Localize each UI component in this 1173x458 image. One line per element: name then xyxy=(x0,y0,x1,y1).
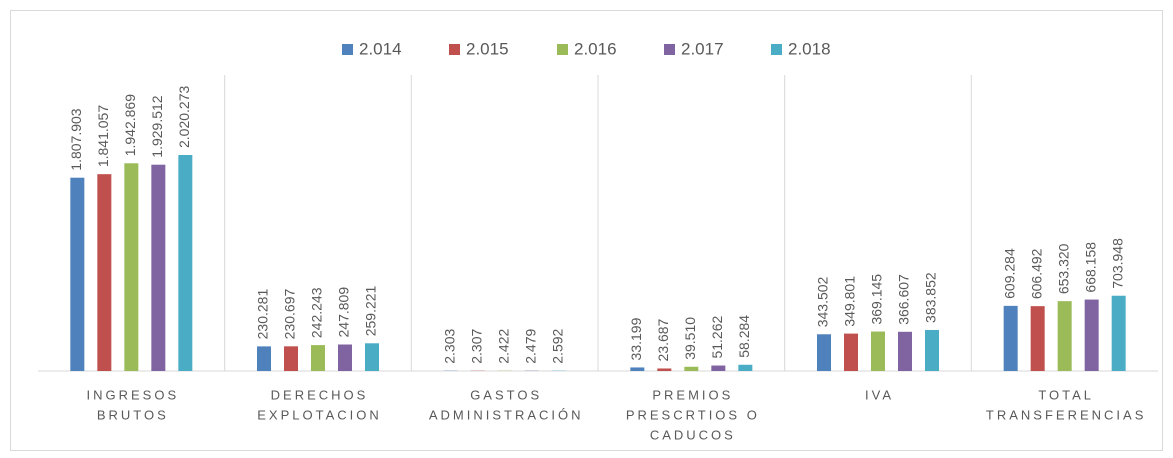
x-tick-label: PREMIOS xyxy=(652,387,733,402)
legend-label: 2.015 xyxy=(466,39,509,58)
bar xyxy=(711,365,726,371)
data-label: 606.492 xyxy=(1028,248,1044,299)
data-label: 369.145 xyxy=(869,274,885,325)
bar xyxy=(311,345,325,371)
data-label: 33.199 xyxy=(628,317,644,360)
bar xyxy=(124,163,139,371)
data-label: 2.303 xyxy=(441,329,457,364)
legend-swatch xyxy=(557,44,568,55)
legend-label: 2.014 xyxy=(359,39,402,58)
x-tick-label: DERECHOS xyxy=(271,387,369,402)
x-tick-label: ADMINISTRACIÓN xyxy=(429,407,584,422)
data-label: 2.422 xyxy=(495,328,511,363)
x-tick-label: IVA xyxy=(865,387,894,402)
bar xyxy=(657,368,672,371)
data-label: 1.841.057 xyxy=(95,105,111,167)
data-label: 653.320 xyxy=(1055,243,1071,294)
data-label: 609.284 xyxy=(1001,248,1017,299)
bar xyxy=(738,364,753,371)
data-label: 2.479 xyxy=(522,328,538,363)
bar xyxy=(630,367,645,371)
data-label: 230.281 xyxy=(255,289,271,340)
data-label: 1.942.869 xyxy=(122,94,138,156)
bar xyxy=(1030,306,1045,371)
legend-swatch xyxy=(449,44,460,55)
data-label: 242.243 xyxy=(309,287,325,338)
data-label: 23.687 xyxy=(655,318,671,361)
bar xyxy=(684,366,699,371)
bar xyxy=(178,155,193,371)
data-label: 247.809 xyxy=(336,287,352,338)
bar xyxy=(1003,305,1018,371)
bar xyxy=(1084,299,1099,371)
chart-border xyxy=(10,10,1163,451)
bar xyxy=(817,334,831,371)
data-label: 230.697 xyxy=(282,289,298,340)
legend-swatch xyxy=(664,44,675,55)
x-tick-label: BRUTOS xyxy=(97,407,169,422)
legend-swatch xyxy=(771,44,782,55)
bar xyxy=(844,333,858,371)
data-label: 1.807.903 xyxy=(68,108,84,170)
x-tick-label: EXPLOTACION xyxy=(257,407,382,422)
data-label: 39.510 xyxy=(682,317,698,360)
data-label: 366.607 xyxy=(896,274,912,325)
data-label: 259.221 xyxy=(363,285,379,336)
legend-label: 2.017 xyxy=(681,39,724,58)
bar xyxy=(257,346,271,371)
x-tick-label: INGRESOS xyxy=(87,387,180,402)
legend-swatch xyxy=(342,44,353,55)
x-tick-label: TRANSFERENCIAS xyxy=(986,407,1146,422)
bar xyxy=(97,174,112,371)
bar xyxy=(365,343,379,371)
data-label: 668.158 xyxy=(1082,242,1098,293)
data-label: 2.592 xyxy=(549,328,565,363)
legend-label: 2.016 xyxy=(574,39,617,58)
data-label: 343.502 xyxy=(815,276,831,327)
x-tick-label: PRESCRTIOS O xyxy=(626,407,760,422)
bar xyxy=(925,329,939,371)
data-label: 1.929.512 xyxy=(149,95,165,157)
x-tick-label: CADUCOS xyxy=(650,427,736,442)
bar xyxy=(1111,295,1126,371)
bar xyxy=(284,346,298,371)
data-label: 383.852 xyxy=(923,272,939,323)
legend-label: 2.018 xyxy=(788,39,831,58)
x-tick-label: TOTAL xyxy=(1038,387,1094,402)
bar xyxy=(338,344,352,371)
data-label: 2.020.273 xyxy=(176,86,192,148)
bar xyxy=(151,164,166,371)
bar xyxy=(1057,301,1072,371)
bar xyxy=(898,331,912,371)
data-label: 58.284 xyxy=(736,315,752,358)
data-label: 703.948 xyxy=(1109,238,1125,289)
bar xyxy=(70,177,85,371)
data-label: 51.262 xyxy=(709,315,725,358)
data-label: 349.801 xyxy=(842,276,858,327)
x-tick-label: GASTOS xyxy=(470,387,542,402)
bar xyxy=(871,331,885,371)
data-label: 2.307 xyxy=(468,329,484,364)
